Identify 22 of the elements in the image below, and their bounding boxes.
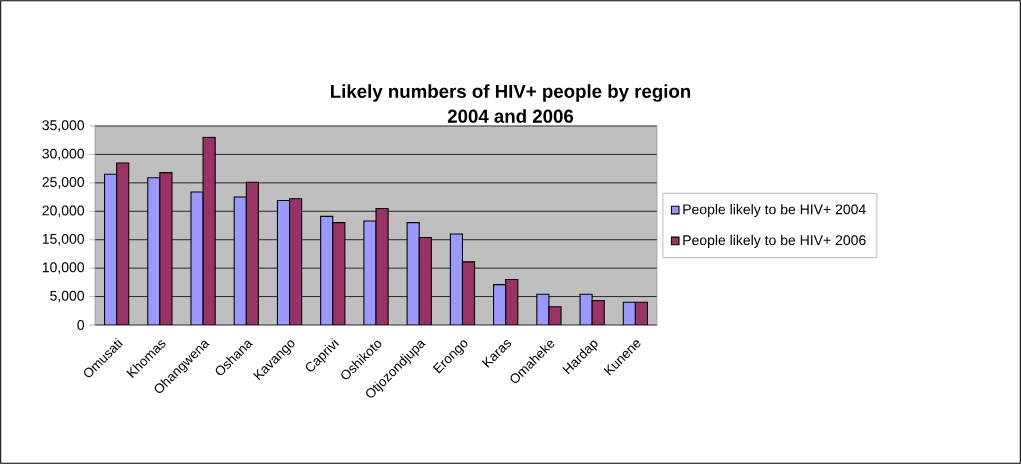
y-tick-label: 5,000 [50,290,85,303]
bar [406,222,420,325]
bar [202,136,216,325]
y-tick-label: 0 [77,320,85,330]
y-tick-label: 35,000 [42,120,85,132]
bar [276,199,291,325]
legend-label: People likely to be HIV+ 2004 [683,204,866,218]
legend-label: People likely to be HIV+ 2006 [683,234,866,248]
chart-subtitle: 2004 and 2006 [447,109,574,123]
y-tick-label: 10,000 [42,262,85,274]
y-tick-label: 15,000 [42,233,85,246]
bar [147,177,161,325]
y-tick-label: 25,000 [42,177,85,189]
y-tick-label: 30,000 [42,148,85,161]
bar [103,173,118,325]
bar [116,162,130,325]
bar [289,198,303,325]
bar [320,215,334,325]
bar [245,181,259,325]
chart-title: Likely numbers of HIV+ people by region [331,84,691,102]
y-tick-label: 20,000 [42,205,85,218]
bar [332,222,346,325]
